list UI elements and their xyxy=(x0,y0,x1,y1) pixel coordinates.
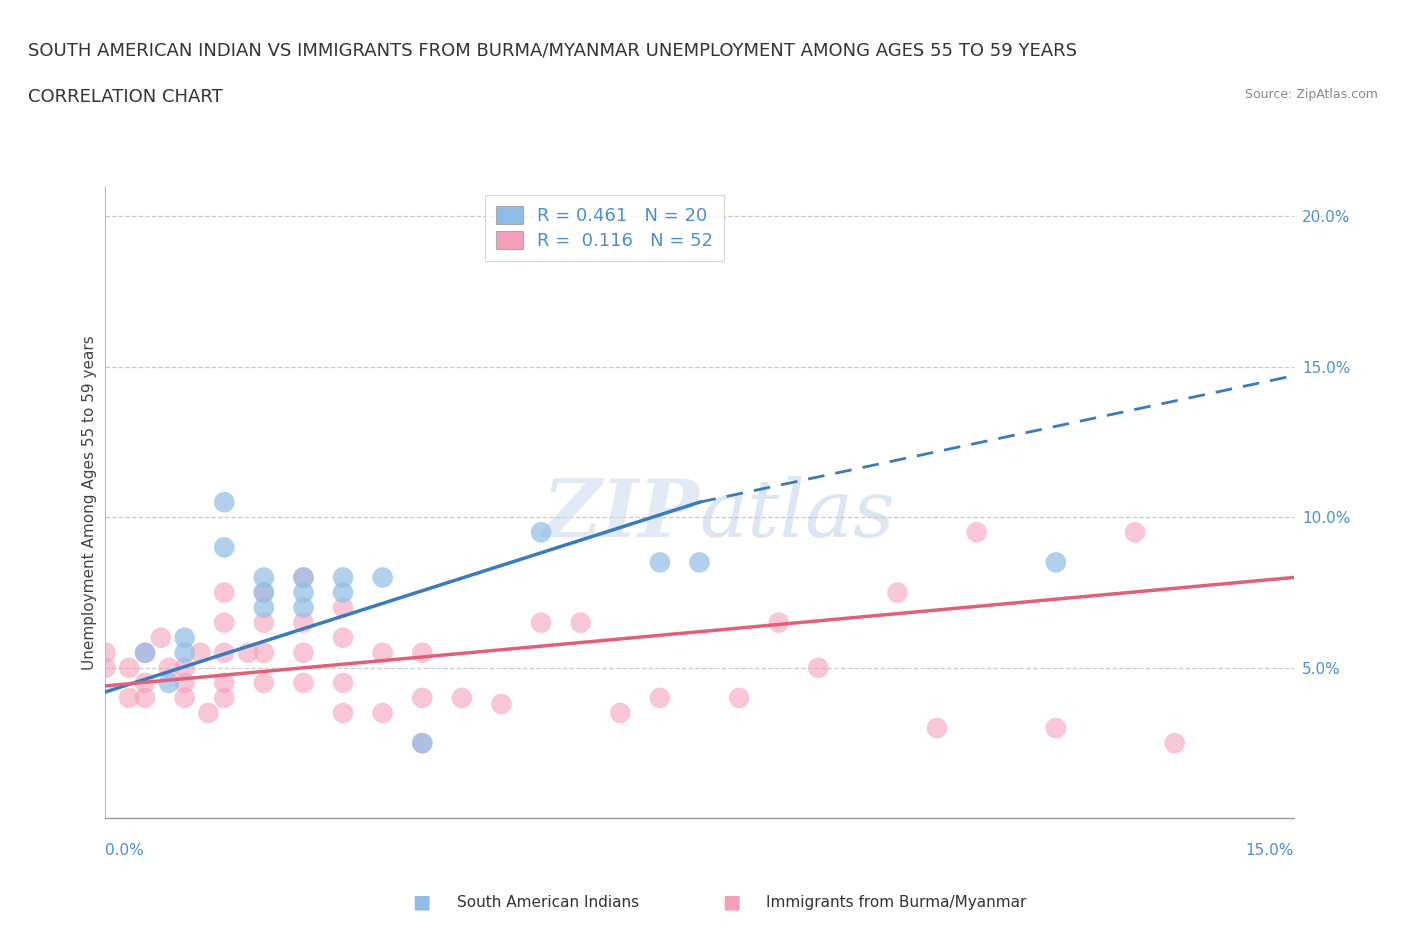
Point xyxy=(253,675,276,690)
Text: 15.0%: 15.0% xyxy=(1246,844,1294,858)
Point xyxy=(768,616,790,631)
Point xyxy=(214,675,236,690)
Text: ZIP: ZIP xyxy=(543,476,700,553)
Text: ■: ■ xyxy=(412,893,432,911)
Point xyxy=(371,706,394,721)
Point xyxy=(925,721,948,736)
Point xyxy=(214,585,236,600)
Point xyxy=(190,645,212,660)
Text: SOUTH AMERICAN INDIAN VS IMMIGRANTS FROM BURMA/MYANMAR UNEMPLOYMENT AMONG AGES 5: SOUTH AMERICAN INDIAN VS IMMIGRANTS FROM… xyxy=(28,42,1077,60)
Point xyxy=(292,570,315,585)
Point xyxy=(214,690,236,705)
Point xyxy=(214,616,236,631)
Point xyxy=(134,645,156,660)
Point xyxy=(371,570,394,585)
Point xyxy=(569,616,592,631)
Point xyxy=(411,736,433,751)
Point xyxy=(332,570,354,585)
Point xyxy=(214,540,236,555)
Legend: R = 0.461   N = 20, R =  0.116   N = 52: R = 0.461 N = 20, R = 0.116 N = 52 xyxy=(485,195,724,260)
Point xyxy=(292,645,315,660)
Point xyxy=(1123,525,1146,539)
Point xyxy=(1045,721,1067,736)
Point xyxy=(450,690,472,705)
Point xyxy=(94,660,117,675)
Text: atlas: atlas xyxy=(700,476,894,553)
Point xyxy=(134,690,156,705)
Text: Immigrants from Burma/Myanmar: Immigrants from Burma/Myanmar xyxy=(766,895,1026,910)
Text: 0.0%: 0.0% xyxy=(105,844,145,858)
Point xyxy=(173,645,195,660)
Point xyxy=(332,706,354,721)
Text: ■: ■ xyxy=(721,893,741,911)
Point xyxy=(292,570,315,585)
Point xyxy=(214,645,236,660)
Point xyxy=(332,585,354,600)
Point xyxy=(253,600,276,615)
Point xyxy=(197,706,219,721)
Point xyxy=(94,645,117,660)
Point xyxy=(292,616,315,631)
Point xyxy=(253,585,276,600)
Point xyxy=(134,675,156,690)
Y-axis label: Unemployment Among Ages 55 to 59 years: Unemployment Among Ages 55 to 59 years xyxy=(82,335,97,670)
Point xyxy=(530,616,553,631)
Point xyxy=(253,616,276,631)
Point xyxy=(411,645,433,660)
Text: CORRELATION CHART: CORRELATION CHART xyxy=(28,88,224,106)
Point xyxy=(253,570,276,585)
Point xyxy=(411,690,433,705)
Point xyxy=(689,555,711,570)
Point xyxy=(292,675,315,690)
Point xyxy=(1164,736,1187,751)
Point xyxy=(292,600,315,615)
Point xyxy=(1045,555,1067,570)
Point xyxy=(236,645,259,660)
Point xyxy=(118,690,141,705)
Point xyxy=(648,555,671,570)
Point xyxy=(173,690,195,705)
Point xyxy=(530,525,553,539)
Text: Source: ZipAtlas.com: Source: ZipAtlas.com xyxy=(1244,88,1378,101)
Point xyxy=(134,645,156,660)
Point xyxy=(253,645,276,660)
Point xyxy=(807,660,830,675)
Point xyxy=(728,690,751,705)
Text: South American Indians: South American Indians xyxy=(457,895,640,910)
Point xyxy=(118,660,141,675)
Point xyxy=(371,645,394,660)
Point xyxy=(149,631,172,645)
Point xyxy=(214,495,236,510)
Point xyxy=(411,736,433,751)
Point xyxy=(886,585,908,600)
Point xyxy=(332,675,354,690)
Point xyxy=(253,585,276,600)
Point xyxy=(157,660,180,675)
Point xyxy=(173,675,195,690)
Point xyxy=(491,697,513,711)
Point xyxy=(648,690,671,705)
Point xyxy=(332,631,354,645)
Point xyxy=(332,600,354,615)
Point xyxy=(292,585,315,600)
Point xyxy=(173,660,195,675)
Point xyxy=(609,706,631,721)
Point xyxy=(966,525,988,539)
Point xyxy=(157,675,180,690)
Point xyxy=(173,631,195,645)
